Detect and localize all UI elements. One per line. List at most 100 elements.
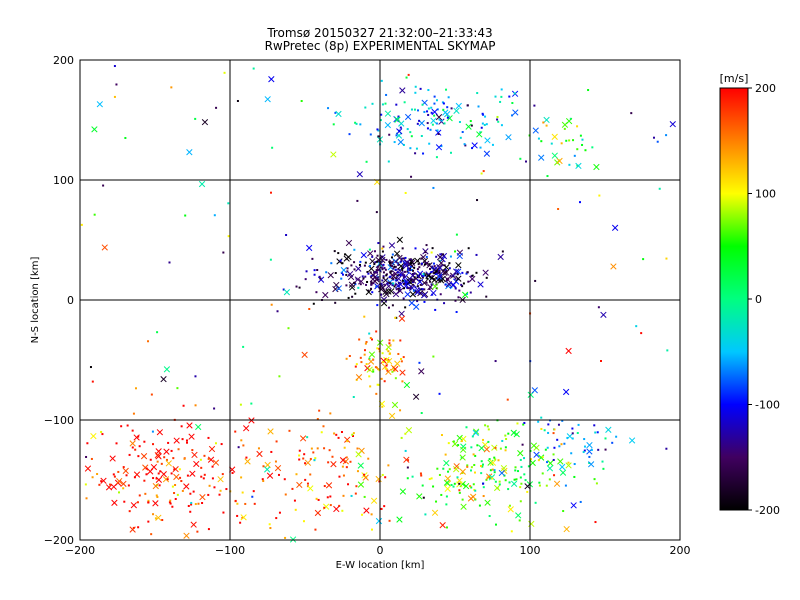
data-point-dot [401,267,404,270]
data-point-dot [412,283,415,286]
data-point-cross [406,278,413,285]
data-point-cross [482,269,489,276]
data-point-dot [420,474,423,477]
data-point-dot [305,270,308,273]
data-point-cross [669,120,676,128]
data-point-dot [513,92,516,95]
data-point-dot [363,495,366,498]
data-point-dot [485,276,488,279]
data-point-dot [310,447,313,450]
data-point-dot [493,471,496,474]
y-tick-label: −100 [44,414,74,427]
data-point-dot [566,436,569,439]
data-point-dot [494,446,497,449]
data-point-dot [407,287,410,290]
data-point-dot [159,470,162,473]
data-point-dot [98,483,101,486]
data-point-dot [557,423,560,426]
data-point-cross [453,107,460,115]
data-point-cross [524,483,531,490]
data-point-dot [435,122,438,125]
data-point-dot [311,257,314,260]
data-point-dot [568,139,571,142]
data-point-dot [432,271,435,274]
data-point-dot [363,264,366,267]
data-point-dot [461,271,464,274]
data-point-dot [132,412,135,415]
data-point-dot [181,489,184,492]
data-point-dot [442,102,445,105]
data-point-dot [355,363,358,366]
data-point-dot [447,470,450,473]
data-point-dot [397,352,400,355]
data-point-dot [382,271,385,274]
data-point-cross [370,497,378,504]
data-point-dot [379,284,382,287]
data-point-dot [442,467,445,470]
data-point-cross [478,444,485,452]
data-point-dot [227,202,230,205]
data-point-dot [389,352,392,355]
data-point-cross [163,366,171,373]
data-point-dot [152,477,155,480]
data-point-dot [429,267,432,270]
data-point-dot [571,437,574,440]
data-point-dot [474,454,477,457]
data-point-dot [430,251,433,254]
data-point-dot [497,120,500,123]
data-point-cross [217,476,224,483]
data-point-cross [430,117,437,124]
data-point-dot [433,265,436,268]
data-point-cross [394,116,401,123]
data-point-dot [384,102,387,105]
data-point-dot [308,307,311,310]
data-point-dot [430,106,433,109]
data-point-dot [357,286,360,289]
data-point-dot [382,263,385,266]
data-point-dot [465,272,468,275]
data-point-dot [542,121,545,124]
data-point-dot [421,484,424,487]
data-point-dot [85,497,88,500]
data-point-cross [398,315,406,322]
data-point-dot [409,269,412,272]
data-point-cross [455,102,462,110]
data-point-dot [122,466,125,469]
data-point-dot [346,267,349,270]
data-point-dot [432,485,435,488]
data-point-dot [234,499,237,502]
data-point-dot [387,350,390,353]
data-point-cross [392,290,400,298]
data-point-dot [429,128,432,131]
data-point-dot [202,477,205,480]
data-point-dot [576,148,579,151]
data-point-dot [414,85,417,88]
data-point-cross [150,463,158,471]
data-point-dot [387,160,390,163]
data-point-dot [414,290,417,293]
data-point-dot [372,370,375,373]
data-point-dot [101,433,104,436]
data-point-dot [391,284,394,287]
data-point-dot [438,271,441,274]
data-point-dot [245,456,248,459]
data-point-cross [244,458,251,465]
plot-frame [79,59,681,541]
data-point-dot [380,377,383,380]
data-point-dot [458,482,461,485]
data-point-dot [403,280,406,283]
data-point-dot [538,481,541,484]
data-point-dot [346,440,349,443]
data-point-dot [304,278,307,281]
data-point-dot [540,416,543,419]
data-point-dot [550,142,553,145]
data-point-dot [304,478,307,481]
data-point-cross [322,291,329,299]
data-point-dot [587,89,590,92]
data-point-dot [378,347,381,350]
data-point-dot [376,347,379,350]
data-point-dot [598,194,601,197]
colorbar-tick-label: 0 [755,293,762,306]
data-point-cross [165,460,172,467]
colorbar-tick-label: -200 [755,504,780,517]
